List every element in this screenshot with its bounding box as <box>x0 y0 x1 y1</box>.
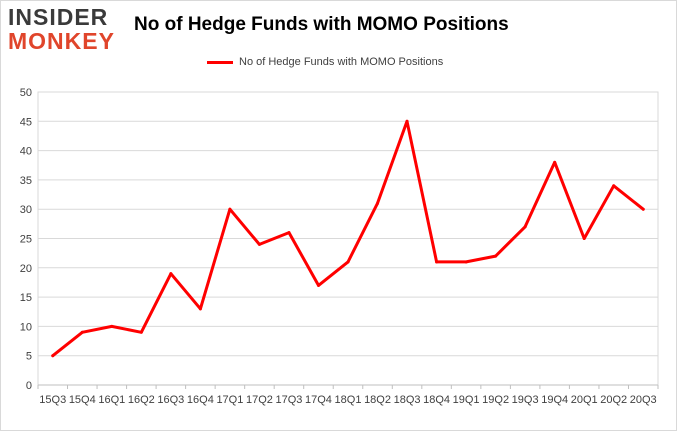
data-point <box>51 354 55 358</box>
data-point <box>641 207 645 211</box>
x-tick-label: 17Q2 <box>246 394 273 406</box>
legend-label: No of Hedge Funds with MOMO Positions <box>239 56 444 68</box>
data-point <box>316 283 320 287</box>
y-tick-label: 30 <box>20 204 32 216</box>
data-point <box>257 242 261 246</box>
data-point <box>139 330 143 334</box>
x-tick-label: 19Q1 <box>453 394 480 406</box>
logo-text-insider: INSIDER <box>8 4 109 30</box>
data-point <box>346 260 350 264</box>
y-tick-label: 0 <box>26 380 32 392</box>
y-tick-label: 25 <box>20 234 32 246</box>
data-point <box>376 201 380 205</box>
x-tick-label: 16Q1 <box>98 394 125 406</box>
data-point <box>287 231 291 235</box>
data-point <box>612 184 616 188</box>
y-tick-label: 15 <box>20 292 32 304</box>
x-tick-label: 20Q1 <box>571 394 598 406</box>
x-tick-label: 17Q1 <box>216 394 243 406</box>
data-point <box>523 225 527 229</box>
x-tick-label: 17Q4 <box>305 394 332 406</box>
data-point <box>582 237 586 240</box>
chart-legend: No of Hedge Funds with MOMO Positions <box>207 54 443 70</box>
x-tick-label: 18Q3 <box>394 394 421 406</box>
x-tick-label: 15Q3 <box>39 394 66 406</box>
chart-title: No of Hedge Funds with MOMO Positions <box>134 14 509 35</box>
y-tick-label: 40 <box>20 146 32 158</box>
data-point <box>494 254 498 258</box>
x-tick-label: 16Q3 <box>157 394 184 406</box>
x-tick-label: 15Q4 <box>69 394 96 406</box>
x-tick-label: 19Q3 <box>512 394 539 406</box>
y-tick-label: 45 <box>20 116 32 128</box>
data-point <box>80 330 84 334</box>
data-point <box>405 119 409 123</box>
x-tick-label: 19Q4 <box>541 394 568 406</box>
data-point <box>169 272 173 276</box>
x-tick-label: 20Q3 <box>630 394 657 406</box>
x-tick-label: 16Q2 <box>128 394 155 406</box>
x-tick-label: 18Q4 <box>423 394 450 406</box>
x-tick-label: 17Q3 <box>275 394 302 406</box>
data-point <box>198 307 202 311</box>
y-tick-label: 35 <box>20 175 32 187</box>
logo-text-monkey: MONKEY <box>8 28 115 54</box>
y-tick-label: 50 <box>20 87 32 99</box>
x-tick-label: 18Q2 <box>364 394 391 406</box>
y-tick-label: 10 <box>20 321 32 333</box>
data-point <box>553 160 557 164</box>
insider-monkey-logo: INSIDER MONKEY <box>8 6 128 56</box>
data-point <box>464 260 468 264</box>
data-point <box>435 260 439 264</box>
x-tick-label: 20Q2 <box>600 394 627 406</box>
y-tick-label: 5 <box>26 351 32 363</box>
x-tick-label: 18Q1 <box>335 394 362 406</box>
x-tick-label: 16Q4 <box>187 394 214 406</box>
x-tick-label: 19Q2 <box>482 394 509 406</box>
data-point <box>110 324 114 328</box>
data-point <box>228 207 232 211</box>
legend-swatch <box>207 60 233 64</box>
y-tick-label: 20 <box>20 263 32 275</box>
